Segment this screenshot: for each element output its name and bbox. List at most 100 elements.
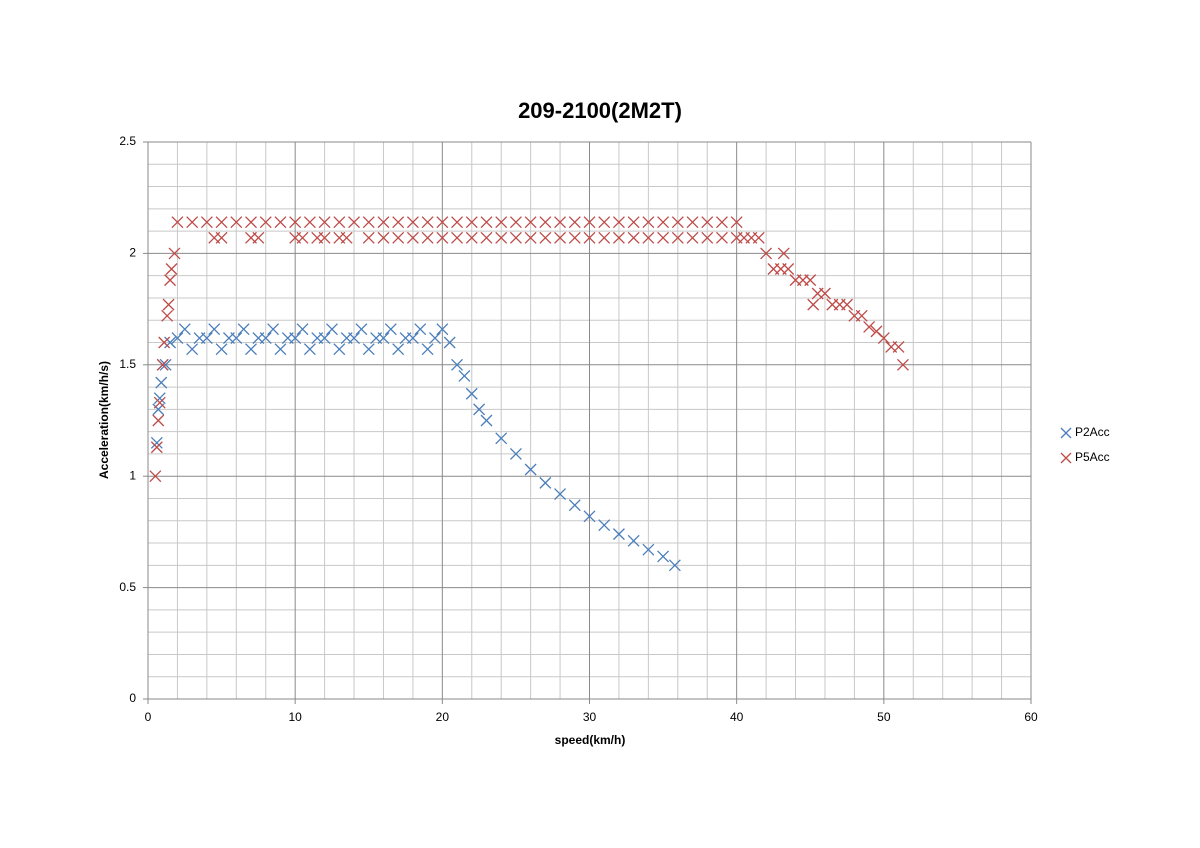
point bbox=[355, 323, 368, 336]
point bbox=[480, 216, 493, 229]
point bbox=[627, 216, 640, 229]
point bbox=[340, 231, 353, 244]
point bbox=[554, 488, 567, 500]
y-tick-label: 1 bbox=[129, 468, 136, 482]
y-tick-label: 2.5 bbox=[119, 134, 136, 148]
point bbox=[627, 231, 640, 244]
point bbox=[524, 216, 537, 229]
point bbox=[208, 323, 221, 336]
point bbox=[164, 336, 177, 349]
point bbox=[730, 216, 743, 229]
point bbox=[686, 231, 699, 244]
point bbox=[436, 216, 449, 229]
point bbox=[480, 414, 493, 427]
point bbox=[443, 336, 456, 349]
point bbox=[318, 216, 331, 229]
point bbox=[657, 216, 670, 229]
point bbox=[186, 216, 199, 229]
point bbox=[642, 231, 655, 244]
point bbox=[495, 216, 508, 229]
point bbox=[362, 216, 375, 229]
point bbox=[642, 543, 655, 556]
point bbox=[804, 274, 817, 287]
legend-marker bbox=[1060, 452, 1072, 464]
x-tick-label: 10 bbox=[288, 710, 302, 724]
point bbox=[583, 510, 596, 523]
point bbox=[303, 343, 316, 356]
y-tick-label: 0 bbox=[129, 691, 136, 705]
point bbox=[289, 216, 302, 229]
point bbox=[451, 216, 464, 229]
point bbox=[657, 550, 670, 563]
point bbox=[598, 216, 611, 229]
point bbox=[554, 216, 567, 229]
point bbox=[259, 216, 272, 229]
point bbox=[715, 216, 728, 229]
point bbox=[841, 298, 854, 311]
legend-label: P2Acc bbox=[1075, 425, 1110, 439]
point bbox=[451, 358, 464, 371]
point bbox=[171, 332, 184, 345]
point bbox=[245, 216, 257, 229]
point bbox=[509, 216, 522, 229]
point bbox=[362, 343, 375, 356]
point bbox=[671, 231, 684, 244]
point bbox=[760, 247, 773, 260]
point bbox=[583, 216, 596, 229]
point bbox=[267, 323, 280, 336]
point bbox=[274, 216, 287, 229]
point bbox=[686, 216, 699, 229]
x-tick-label: 60 bbox=[1024, 710, 1038, 724]
y-tick-label: 1.5 bbox=[119, 357, 136, 371]
point bbox=[568, 216, 581, 229]
point bbox=[877, 332, 890, 345]
point bbox=[162, 298, 175, 311]
point bbox=[863, 320, 876, 333]
point bbox=[480, 231, 493, 244]
point bbox=[153, 392, 166, 405]
point bbox=[296, 231, 309, 244]
point bbox=[509, 231, 522, 244]
point bbox=[159, 358, 172, 371]
legend-label: P5Acc bbox=[1075, 450, 1110, 464]
point bbox=[392, 231, 405, 244]
point bbox=[509, 447, 522, 460]
point bbox=[252, 231, 265, 244]
point bbox=[892, 341, 905, 353]
point bbox=[168, 247, 181, 260]
x-tick-label: 20 bbox=[436, 710, 450, 724]
point bbox=[406, 231, 419, 244]
point bbox=[406, 332, 419, 345]
point bbox=[524, 231, 537, 244]
point bbox=[583, 231, 596, 244]
point bbox=[377, 231, 390, 244]
point bbox=[539, 216, 552, 229]
point bbox=[554, 231, 567, 244]
point bbox=[436, 323, 449, 336]
point bbox=[155, 376, 168, 389]
point bbox=[333, 216, 346, 229]
point bbox=[436, 231, 449, 244]
x-axis-label: speed(km/h) bbox=[555, 733, 626, 747]
point bbox=[153, 396, 166, 409]
point bbox=[668, 559, 681, 572]
point bbox=[377, 332, 390, 345]
point bbox=[671, 216, 684, 229]
point bbox=[897, 358, 909, 371]
point bbox=[701, 216, 714, 229]
point bbox=[237, 323, 250, 336]
point bbox=[495, 231, 508, 244]
point bbox=[230, 216, 243, 229]
point bbox=[524, 463, 537, 476]
point bbox=[414, 323, 427, 336]
point bbox=[612, 528, 625, 541]
point bbox=[819, 287, 831, 300]
point bbox=[465, 387, 478, 400]
point bbox=[406, 216, 419, 229]
point bbox=[230, 332, 243, 345]
point bbox=[377, 216, 390, 229]
point bbox=[612, 216, 625, 229]
point bbox=[200, 216, 213, 229]
point bbox=[715, 231, 728, 244]
